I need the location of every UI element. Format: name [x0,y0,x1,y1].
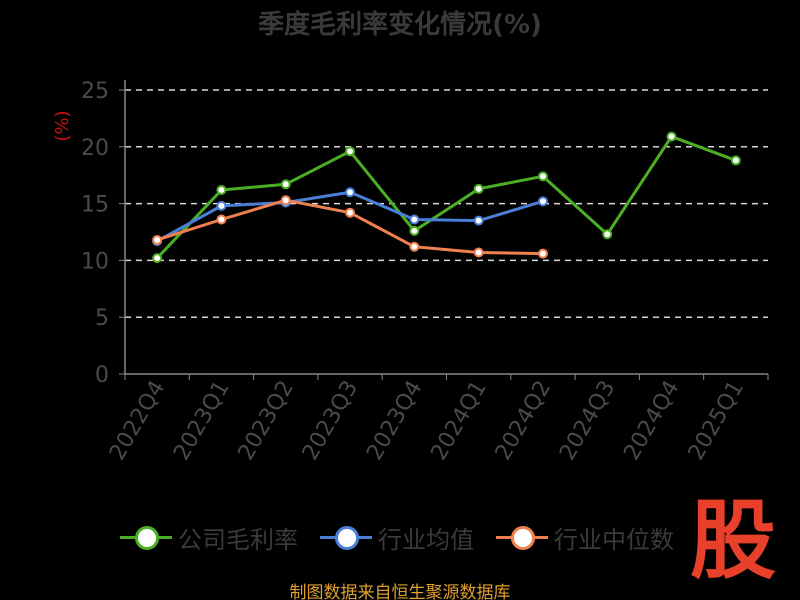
data-point [537,248,548,259]
data-point [280,195,291,206]
legend-item[interactable]: 公司毛利率 [120,520,298,555]
data-point [730,155,741,166]
legend-marker-icon [320,522,372,552]
y-axis-label: (%) [52,110,73,141]
chart-title: 季度毛利率变化情况(%) [258,10,542,40]
y-tick-label: 25 [81,79,109,104]
legend-label: 行业中位数 [554,525,674,554]
y-tick-label: 20 [81,136,109,161]
data-point [345,146,356,157]
x-tick-label: 2024Q2 [491,377,556,465]
data-point [280,179,291,190]
legend-marker-icon [496,522,548,552]
data-point [537,171,548,182]
x-tick-label: 2022Q4 [105,377,170,465]
data-point [473,247,484,258]
data-point [216,200,227,211]
x-tick-label: 2024Q1 [427,377,492,465]
x-tick-label: 2023Q1 [169,377,234,465]
y-tick-label: 10 [81,249,109,274]
series-line [156,135,737,260]
legend-marker-icon [120,522,172,552]
x-tick-label: 2023Q3 [298,377,363,465]
x-tick-label: 2023Q4 [362,377,427,465]
data-point [152,253,163,264]
y-tick-label: 15 [81,193,109,218]
series-lines [152,131,741,264]
data-point [409,214,420,225]
data-point [345,207,356,218]
grid-lines [125,89,768,318]
data-point [473,215,484,226]
data-point [537,196,548,207]
y-tick-label: 0 [95,363,109,388]
data-point [473,183,484,194]
x-tick-label: 2025Q1 [684,377,749,465]
legend-label: 行业均值 [378,525,474,554]
data-point [666,131,677,142]
legend-label: 公司毛利率 [178,525,298,554]
data-point [409,225,420,236]
y-tick-label: 5 [95,306,109,331]
legend: 公司毛利率 行业均值 行业中位数 [120,520,696,554]
data-point [152,234,163,245]
x-tick-label: 2024Q3 [555,377,620,465]
legend-item[interactable]: 行业均值 [320,520,474,555]
data-point [602,229,613,240]
data-point [345,187,356,198]
data-point [216,184,227,195]
x-tick-label: 2024Q4 [619,377,684,465]
brand-watermark: 股 [690,491,776,591]
tick-labels: 0510152025(%)2022Q42023Q12023Q22023Q3202… [52,79,749,465]
x-tick-label: 2023Q2 [234,377,299,465]
legend-item[interactable]: 行业中位数 [496,520,674,555]
axes [119,80,769,380]
data-point [216,214,227,225]
source-note: 制图数据来自恒生聚源数据库 [289,583,511,600]
data-point [409,241,420,252]
